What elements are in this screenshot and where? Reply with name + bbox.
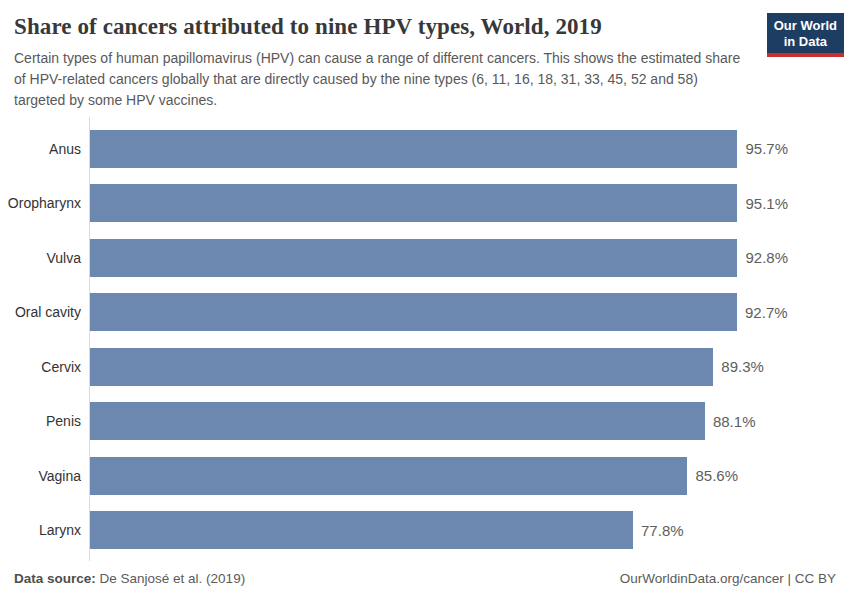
- category-label: Cervix: [0, 359, 90, 375]
- credit-link[interactable]: OurWorldinData.org/cancer | CC BY: [620, 571, 836, 586]
- bar[interactable]: [90, 130, 737, 168]
- bar[interactable]: [90, 293, 737, 331]
- chart-bar-row: Larynx 77.8%: [0, 503, 850, 558]
- chart-header: Share of cancers attributed to nine HPV …: [0, 0, 850, 111]
- owid-chart-page: Share of cancers attributed to nine HPV …: [0, 0, 850, 600]
- chart-bar-row: Vagina 85.6%: [0, 448, 850, 503]
- category-label: Penis: [0, 413, 90, 429]
- bar-chart: Anus 95.7% Oropharynx 95.1% Vulva 92.8% Oral c…: [0, 121, 850, 557]
- value-label: 92.7%: [745, 304, 788, 321]
- value-label: 88.1%: [713, 413, 756, 430]
- owid-logo-line1: Our World: [774, 18, 837, 34]
- value-label: 77.8%: [641, 522, 684, 539]
- bar-track: 88.1%: [90, 402, 788, 440]
- bar[interactable]: [90, 348, 713, 386]
- data-source-note: Data source: De Sanjosé et al. (2019): [14, 571, 245, 586]
- value-label: 89.3%: [721, 358, 764, 375]
- value-label: 85.6%: [695, 467, 738, 484]
- chart-bar-row: Vulva 92.8%: [0, 230, 850, 285]
- category-label: Anus: [0, 141, 90, 157]
- bar-track: 89.3%: [90, 348, 788, 386]
- owid-logo[interactable]: Our World in Data: [767, 13, 844, 57]
- bar-track: 77.8%: [90, 511, 788, 549]
- chart-bar-row: Anus 95.7%: [0, 121, 850, 176]
- chart-bar-row: Cervix 89.3%: [0, 339, 850, 394]
- bar-track: 95.7%: [90, 130, 788, 168]
- category-label: Vulva: [0, 250, 90, 266]
- bar[interactable]: [90, 402, 705, 440]
- category-label: Larynx: [0, 522, 90, 538]
- data-source-label: Data source:: [14, 571, 96, 586]
- chart-bar-row: Penis 88.1%: [0, 394, 850, 449]
- chart-footer: Data source: De Sanjosé et al. (2019) Ou…: [14, 571, 836, 586]
- category-label: Oropharynx: [0, 195, 90, 211]
- bar[interactable]: [90, 184, 737, 222]
- bar-track: 95.1%: [90, 184, 788, 222]
- bar-track: 92.7%: [90, 293, 788, 331]
- category-label: Vagina: [0, 468, 90, 484]
- chart-bar-row: Oropharynx 95.1%: [0, 176, 850, 231]
- bar-track: 85.6%: [90, 457, 788, 495]
- page-title: Share of cancers attributed to nine HPV …: [14, 14, 834, 40]
- owid-logo-line2: in Data: [774, 34, 837, 50]
- bar-track: 92.8%: [90, 239, 788, 277]
- chart-subtitle: Certain types of human papillomavirus (H…: [14, 48, 752, 111]
- value-label: 95.7%: [745, 140, 788, 157]
- category-label: Oral cavity: [0, 304, 90, 320]
- bar[interactable]: [90, 511, 633, 549]
- bar[interactable]: [90, 239, 737, 277]
- data-source-value: De Sanjosé et al. (2019): [100, 571, 246, 586]
- value-label: 95.1%: [745, 195, 788, 212]
- value-label: 92.8%: [745, 249, 788, 266]
- bar[interactable]: [90, 457, 687, 495]
- bar-rows-container: Anus 95.7% Oropharynx 95.1% Vulva 92.8% Oral c…: [0, 121, 850, 557]
- chart-bar-row: Oral cavity 92.7%: [0, 285, 850, 340]
